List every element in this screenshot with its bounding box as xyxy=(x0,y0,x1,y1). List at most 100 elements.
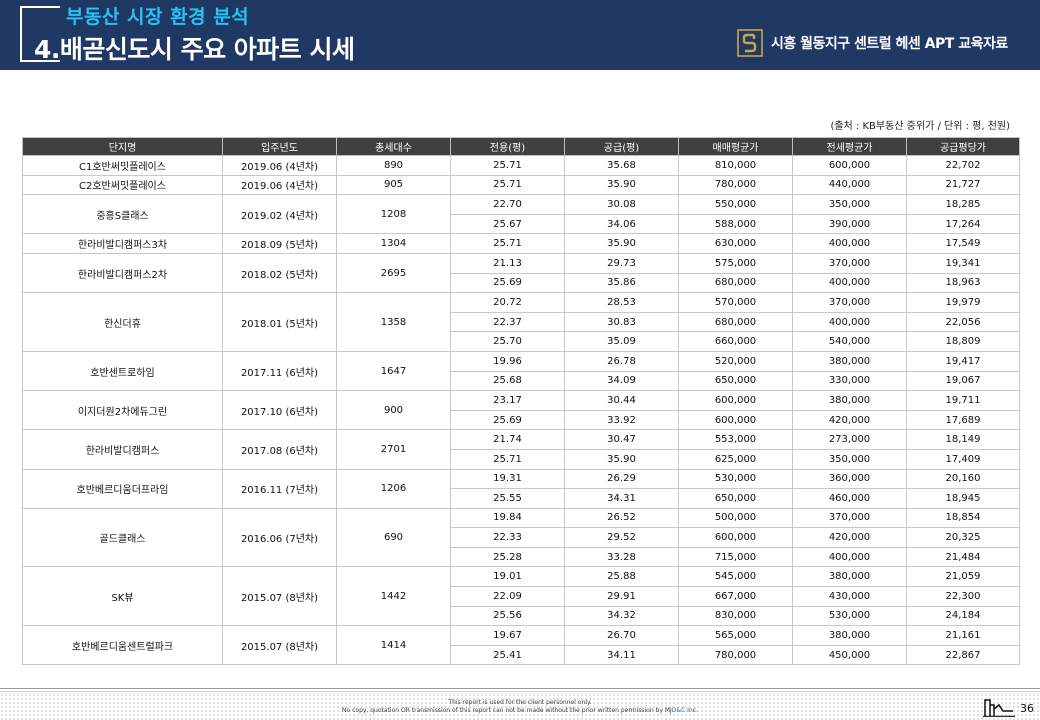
households-cell: 690 xyxy=(336,507,451,568)
jeonse-cell: 350,000 xyxy=(792,448,907,470)
complex-name-cell: 호반베르디움더프라임 xyxy=(22,468,223,509)
supply-cell: 30.83 xyxy=(564,311,679,333)
move-in-year-cell: 2016.11 (7년차) xyxy=(222,468,337,509)
complex-name-cell: 중흥S클래스 xyxy=(22,194,223,235)
exclusive-cell: 25.69 xyxy=(450,409,565,431)
exclusive-cell: 22.33 xyxy=(450,527,565,548)
table-header-row: 단지명 입주년도 총세대수 전용(평) 공급(평) 매매평균가 전세평균가 공급… xyxy=(22,137,1020,156)
per-pyeong-cell: 19,711 xyxy=(906,390,1020,411)
sale-cell: 625,000 xyxy=(678,448,793,470)
complex-name-cell: C2호반써밋플레이스 xyxy=(22,174,223,196)
jeonse-cell: 440,000 xyxy=(792,174,907,196)
jeonse-cell: 380,000 xyxy=(792,390,907,411)
table-row: 호반베르디움더프라임 2016.11 (7년차) 1206 19.31 26.29 530… xyxy=(22,468,1020,509)
column-header: 단지명 xyxy=(22,137,223,156)
jeonse-cell: 370,000 xyxy=(792,507,907,529)
jeonse-cell: 420,000 xyxy=(792,527,907,548)
jeonse-cell: 420,000 xyxy=(792,409,907,431)
sale-cell: 667,000 xyxy=(678,586,793,607)
table-row: 25.28 33.28 715,000 400,000 21,484 xyxy=(23,546,1020,568)
sale-cell: 650,000 xyxy=(678,488,793,509)
complex-name-cell: 한라비발디캠퍼스2차 xyxy=(22,252,223,294)
column-header: 입주년도 xyxy=(222,137,337,156)
per-pyeong-cell: 18,809 xyxy=(906,331,1020,352)
households-cell: 1442 xyxy=(336,566,451,627)
move-in-year-cell: 2017.10 (6년차) xyxy=(222,390,337,431)
move-in-year-cell: 2019.06 (4년차) xyxy=(222,174,337,196)
exclusive-cell: 23.17 xyxy=(450,390,565,411)
households-cell: 2701 xyxy=(336,429,451,470)
jeonse-cell: 400,000 xyxy=(792,272,907,294)
jeonse-cell: 273,000 xyxy=(792,429,907,450)
move-in-year-cell: 2015.07 (8년차) xyxy=(222,566,337,627)
move-in-year-cell: 2018.09 (5년차) xyxy=(222,233,337,254)
gold-s-logo-icon xyxy=(737,29,763,57)
per-pyeong-cell: 21,727 xyxy=(906,174,1020,196)
per-pyeong-cell: 20,160 xyxy=(906,468,1020,490)
apartment-price-table: 단지명 입주년도 총세대수 전용(평) 공급(평) 매매평균가 전세평균가 공급… xyxy=(22,137,1020,666)
exclusive-cell: 25.68 xyxy=(450,370,565,392)
sale-cell: 565,000 xyxy=(678,625,793,646)
exclusive-cell: 19.84 xyxy=(450,507,565,529)
households-cell: 1208 xyxy=(336,194,451,235)
table-row: 한라비발디캠퍼스2차 2018.02 (5년차) 2695 21.13 29.73 575… xyxy=(22,252,1020,294)
per-pyeong-cell: 22,300 xyxy=(906,586,1020,607)
section-subtitle: 부동산 시장 환경 분석 xyxy=(66,6,250,28)
footer-divider xyxy=(0,688,1040,689)
jeonse-cell: 350,000 xyxy=(792,194,907,215)
sale-cell: 680,000 xyxy=(678,311,793,333)
jeonse-cell: 400,000 xyxy=(792,233,907,254)
jeonse-cell: 400,000 xyxy=(792,311,907,333)
per-pyeong-cell: 20,325 xyxy=(906,527,1020,548)
supply-cell: 26.70 xyxy=(564,625,679,646)
table-row: 22.37 30.83 680,000 400,000 22,056 xyxy=(23,311,1020,333)
company-name-dc: D&C xyxy=(671,707,686,714)
supply-cell: 34.09 xyxy=(564,370,679,392)
jeonse-cell: 460,000 xyxy=(792,488,907,509)
sale-cell: 600,000 xyxy=(678,409,793,431)
move-in-year-cell: 2016.06 (7년차) xyxy=(222,507,337,568)
jeonse-cell: 360,000 xyxy=(792,468,907,490)
exclusive-cell: 21.74 xyxy=(450,429,565,450)
footer-dotted-band xyxy=(0,693,1040,720)
supply-cell: 35.90 xyxy=(564,174,679,196)
households-cell: 1304 xyxy=(336,233,451,254)
sale-cell: 500,000 xyxy=(678,507,793,529)
per-pyeong-cell: 18,854 xyxy=(906,507,1020,529)
households-cell: 900 xyxy=(336,390,451,431)
table-row: 25.41 34.11 780,000 450,000 22,867 xyxy=(23,644,1020,666)
column-header: 공급(평) xyxy=(564,137,679,156)
sale-cell: 715,000 xyxy=(678,546,793,568)
sale-cell: 630,000 xyxy=(678,233,793,254)
exclusive-cell: 25.55 xyxy=(450,488,565,509)
sale-cell: 550,000 xyxy=(678,194,793,215)
supply-cell: 26.52 xyxy=(564,507,679,529)
exclusive-cell: 25.67 xyxy=(450,213,565,235)
per-pyeong-cell: 21,059 xyxy=(906,566,1020,588)
sale-cell: 520,000 xyxy=(678,350,793,372)
complex-name-cell: 한신더휴 xyxy=(22,292,223,352)
per-pyeong-cell: 18,149 xyxy=(906,429,1020,450)
supply-cell: 34.31 xyxy=(564,488,679,509)
per-pyeong-cell: 24,184 xyxy=(906,605,1020,627)
table-body: C1호반써밋플레이스 2019.06 (4년차) 890 25.71 35.68 810,… xyxy=(22,155,1020,666)
exclusive-cell: 19.96 xyxy=(450,350,565,372)
supply-cell: 35.90 xyxy=(564,448,679,470)
jeonse-cell: 400,000 xyxy=(792,546,907,568)
exclusive-cell: 25.71 xyxy=(450,174,565,196)
column-header: 공급평당가 xyxy=(906,137,1020,156)
supply-cell: 35.86 xyxy=(564,272,679,294)
per-pyeong-cell: 17,409 xyxy=(906,448,1020,470)
supply-cell: 29.52 xyxy=(564,527,679,548)
move-in-year-cell: 2019.02 (4년차) xyxy=(222,194,337,235)
complex-name-cell: 호반센트로하임 xyxy=(22,350,223,392)
table-row: 한라비발디캠퍼스3차 2018.09 (5년차) 1304 25.71 35.90 630… xyxy=(22,233,1020,254)
jeonse-cell: 530,000 xyxy=(792,605,907,627)
sale-cell: 570,000 xyxy=(678,292,793,313)
jeonse-cell: 380,000 xyxy=(792,350,907,372)
table-row: 중흥S클래스 2019.02 (4년차) 1208 22.70 30.08 550,000… xyxy=(22,194,1020,235)
exclusive-cell: 25.41 xyxy=(450,644,565,666)
table-row: C2호반써밋플레이스 2019.06 (4년차) 905 25.71 35.90 780,… xyxy=(22,174,1020,196)
per-pyeong-cell: 22,702 xyxy=(906,155,1020,176)
table-row: 골드클래스 2016.06 (7년차) 690 19.84 26.52 500,000 37… xyxy=(22,507,1020,568)
